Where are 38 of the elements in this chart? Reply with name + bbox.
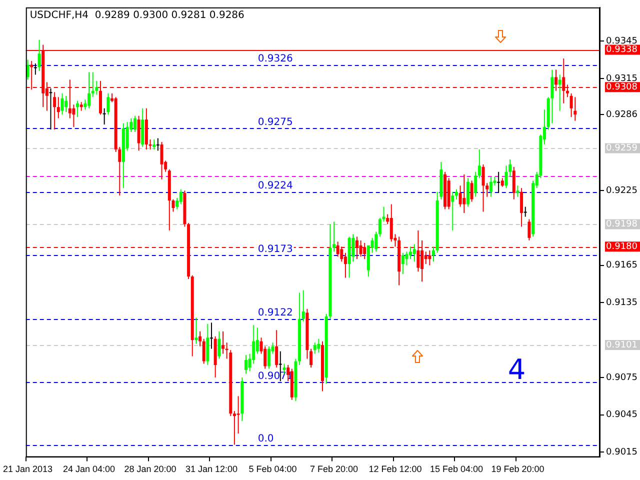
- candlestick: [232, 411, 236, 445]
- candlestick: [210, 322, 213, 349]
- x-tick-label: 24 Jan 04:00: [62, 464, 116, 474]
- candlestick: [236, 396, 240, 434]
- y-tick-label: 0.9165: [606, 260, 638, 271]
- x-tick-label: 15 Feb 04:00: [430, 464, 483, 474]
- x-tick-label: 21 Jan 2013: [3, 464, 53, 474]
- y-tick-label: 0.9345: [606, 36, 638, 46]
- x-tick-label: 5 Feb 04:00: [248, 464, 297, 474]
- chart-title: USDCHF,H4 0.9289 0.9300 0.9281 0.9286: [30, 10, 244, 21]
- x-tick-label: 7 Feb 20:00: [310, 464, 358, 474]
- y-tick-label: 0.9286: [606, 110, 638, 120]
- x-tick-label: 12 Feb 12:00: [368, 464, 422, 474]
- x-tick-label: 19 Feb 20:00: [491, 464, 544, 474]
- y-tick-label: 0.9315: [606, 74, 638, 84]
- candlestick: [156, 138, 160, 151]
- candlestick: [49, 88, 52, 130]
- annotation: 0.9122: [258, 307, 293, 318]
- annotation: 4: [508, 353, 526, 386]
- candlestick: [497, 172, 500, 194]
- annotation: 0.9224: [258, 180, 293, 192]
- annotation: 0.9326: [258, 53, 293, 64]
- x-tick-label: 31 Jan 12:00: [185, 464, 238, 474]
- candlestick: [102, 108, 106, 125]
- x-tick-label: 28 Jan 20:00: [124, 464, 176, 474]
- ref-line-label: 0.9308: [606, 82, 638, 92]
- y-tick-label: 0.9075: [606, 372, 638, 383]
- candlestick: [194, 318, 198, 344]
- annotation: 0.0: [258, 433, 274, 444]
- ref-line-label: 0.9180: [606, 242, 638, 252]
- ref-line-label: 0.9338: [606, 45, 638, 56]
- annotation: 0.9173: [258, 244, 293, 255]
- y-tick-label: 0.9015: [606, 448, 638, 458]
- y-tick-label: 0.9225: [606, 186, 638, 196]
- y-tick-label: 0.9135: [606, 298, 638, 308]
- annotation: 0.9275: [258, 116, 293, 128]
- y-tick-label: 0.9045: [606, 410, 638, 420]
- candlestick: [91, 72, 94, 98]
